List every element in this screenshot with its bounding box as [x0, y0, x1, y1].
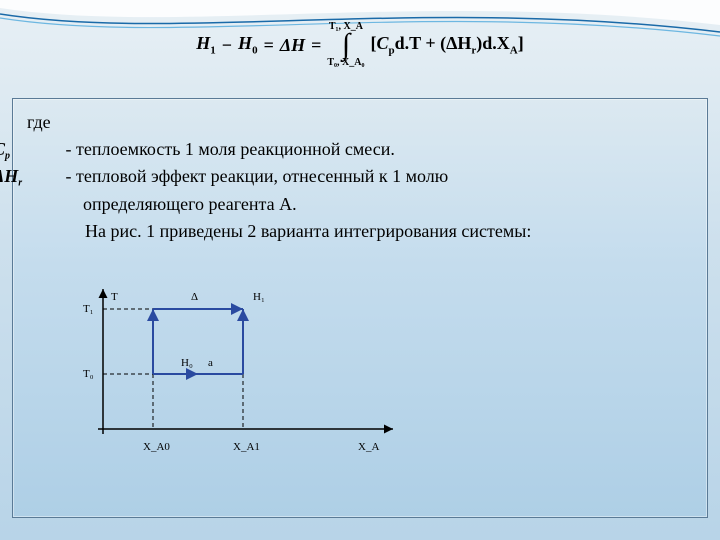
diag-label-delta: Δ: [191, 291, 198, 303]
diag-label-XA: X_A: [358, 441, 379, 453]
main-equation: H1 − H0 = ΔH = T₁, X_A ∫ T₀, X_A₀ [Cpd.T…: [0, 22, 720, 68]
diag-label-H1: H₁: [253, 291, 265, 303]
diag-label-XA0: X_A0: [143, 441, 170, 453]
cp-definition: Cp - теплоемкость 1 моля реакционной сме…: [27, 136, 693, 163]
where-label: где: [27, 109, 693, 136]
diag-label-T: T: [111, 291, 118, 303]
hr-definition-line1: ΔHr - тепловой эффект реакции, отнесенны…: [27, 163, 693, 190]
diag-label-XA1: X_A1: [233, 441, 260, 453]
content-panel: где Cp - теплоемкость 1 моля реакционной…: [12, 98, 708, 518]
diag-label-T1: T₁: [83, 303, 94, 315]
diag-label-H0: H₀: [181, 357, 193, 369]
hr-definition-line2: определяющего реагента A.: [27, 191, 693, 218]
diag-label-T0: T₀: [83, 368, 94, 380]
figure-caption: На рис. 1 приведены 2 варианта интегриро…: [27, 218, 693, 245]
diag-label-a: a: [208, 357, 213, 369]
integration-diagram: T T₁ T₀ Δ H₁ H₀ a X_A0 X_A1 X_A: [53, 279, 413, 479]
